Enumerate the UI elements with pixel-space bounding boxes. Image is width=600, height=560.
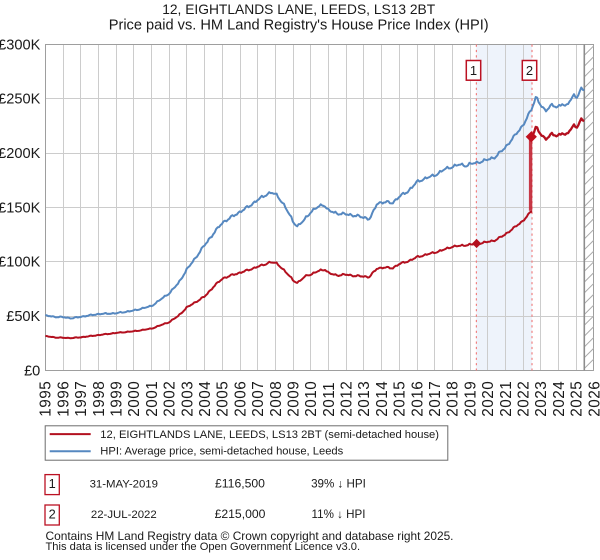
svg-text:This data is licensed under th: This data is licensed under the Open Gov… — [46, 541, 361, 553]
svg-text:Price paid vs. HM Land Registr: Price paid vs. HM Land Registry's House … — [109, 18, 489, 34]
svg-text:2020: 2020 — [480, 381, 497, 417]
svg-text:2024: 2024 — [551, 381, 568, 417]
svg-text:2001: 2001 — [144, 381, 161, 417]
svg-text:1996: 1996 — [55, 381, 72, 417]
svg-text:£100K: £100K — [0, 255, 41, 271]
svg-text:2022: 2022 — [516, 381, 533, 417]
svg-text:£200K: £200K — [0, 146, 41, 162]
svg-text:2016: 2016 — [409, 381, 426, 417]
svg-text:£215,000: £215,000 — [215, 507, 266, 521]
svg-text:12, EIGHTLANDS LANE, LEEDS, LS: 12, EIGHTLANDS LANE, LEEDS, LS13 2BT — [162, 2, 436, 17]
svg-text:2003: 2003 — [179, 381, 196, 417]
svg-text:39% ↓ HPI: 39% ↓ HPI — [311, 477, 366, 490]
svg-text:31-MAY-2019: 31-MAY-2019 — [90, 478, 158, 490]
svg-text:11% ↓ HPI: 11% ↓ HPI — [312, 508, 366, 521]
svg-text:1998: 1998 — [91, 381, 108, 417]
svg-text:2025: 2025 — [569, 381, 586, 417]
svg-text:2: 2 — [526, 63, 533, 78]
svg-text:£116,500: £116,500 — [215, 476, 265, 490]
svg-text:2004: 2004 — [197, 381, 214, 417]
svg-text:2023: 2023 — [533, 381, 550, 417]
svg-text:2017: 2017 — [427, 381, 444, 417]
svg-text:2008: 2008 — [268, 381, 285, 417]
svg-text:2018: 2018 — [445, 381, 462, 417]
svg-text:2002: 2002 — [162, 381, 179, 417]
svg-text:1997: 1997 — [73, 381, 90, 417]
svg-text:22-JUL-2022: 22-JUL-2022 — [91, 509, 157, 521]
svg-text:2009: 2009 — [286, 381, 303, 417]
svg-text:£250K: £250K — [0, 92, 41, 108]
svg-text:1: 1 — [49, 476, 56, 491]
svg-text:2010: 2010 — [303, 381, 320, 417]
svg-text:£150K: £150K — [0, 200, 41, 216]
svg-text:1: 1 — [470, 63, 477, 78]
svg-text:£300K: £300K — [0, 37, 41, 53]
svg-text:2013: 2013 — [356, 381, 373, 417]
svg-text:2021: 2021 — [498, 381, 515, 417]
svg-text:HPI: Average price, semi-detac: HPI: Average price, semi-detached house,… — [100, 446, 343, 458]
svg-text:2014: 2014 — [374, 381, 391, 417]
svg-text:2007: 2007 — [250, 381, 267, 417]
svg-text:2019: 2019 — [462, 381, 479, 417]
svg-text:£0: £0 — [24, 363, 40, 379]
svg-text:2011: 2011 — [321, 382, 338, 417]
svg-text:2006: 2006 — [232, 381, 249, 417]
svg-text:1995: 1995 — [38, 381, 55, 417]
svg-text:Contains HM Land Registry data: Contains HM Land Registry data © Crown c… — [46, 529, 454, 543]
svg-text:2026: 2026 — [586, 381, 600, 417]
svg-text:2012: 2012 — [339, 381, 356, 417]
svg-text:2005: 2005 — [215, 381, 232, 417]
svg-text:2: 2 — [49, 507, 56, 522]
svg-text:£50K: £50K — [6, 309, 40, 325]
svg-text:2000: 2000 — [126, 381, 143, 417]
svg-text:12, EIGHTLANDS LANE, LEEDS, LS: 12, EIGHTLANDS LANE, LEEDS, LS13 2BT (se… — [100, 429, 439, 441]
svg-text:1999: 1999 — [109, 381, 126, 417]
svg-text:2015: 2015 — [392, 381, 409, 417]
